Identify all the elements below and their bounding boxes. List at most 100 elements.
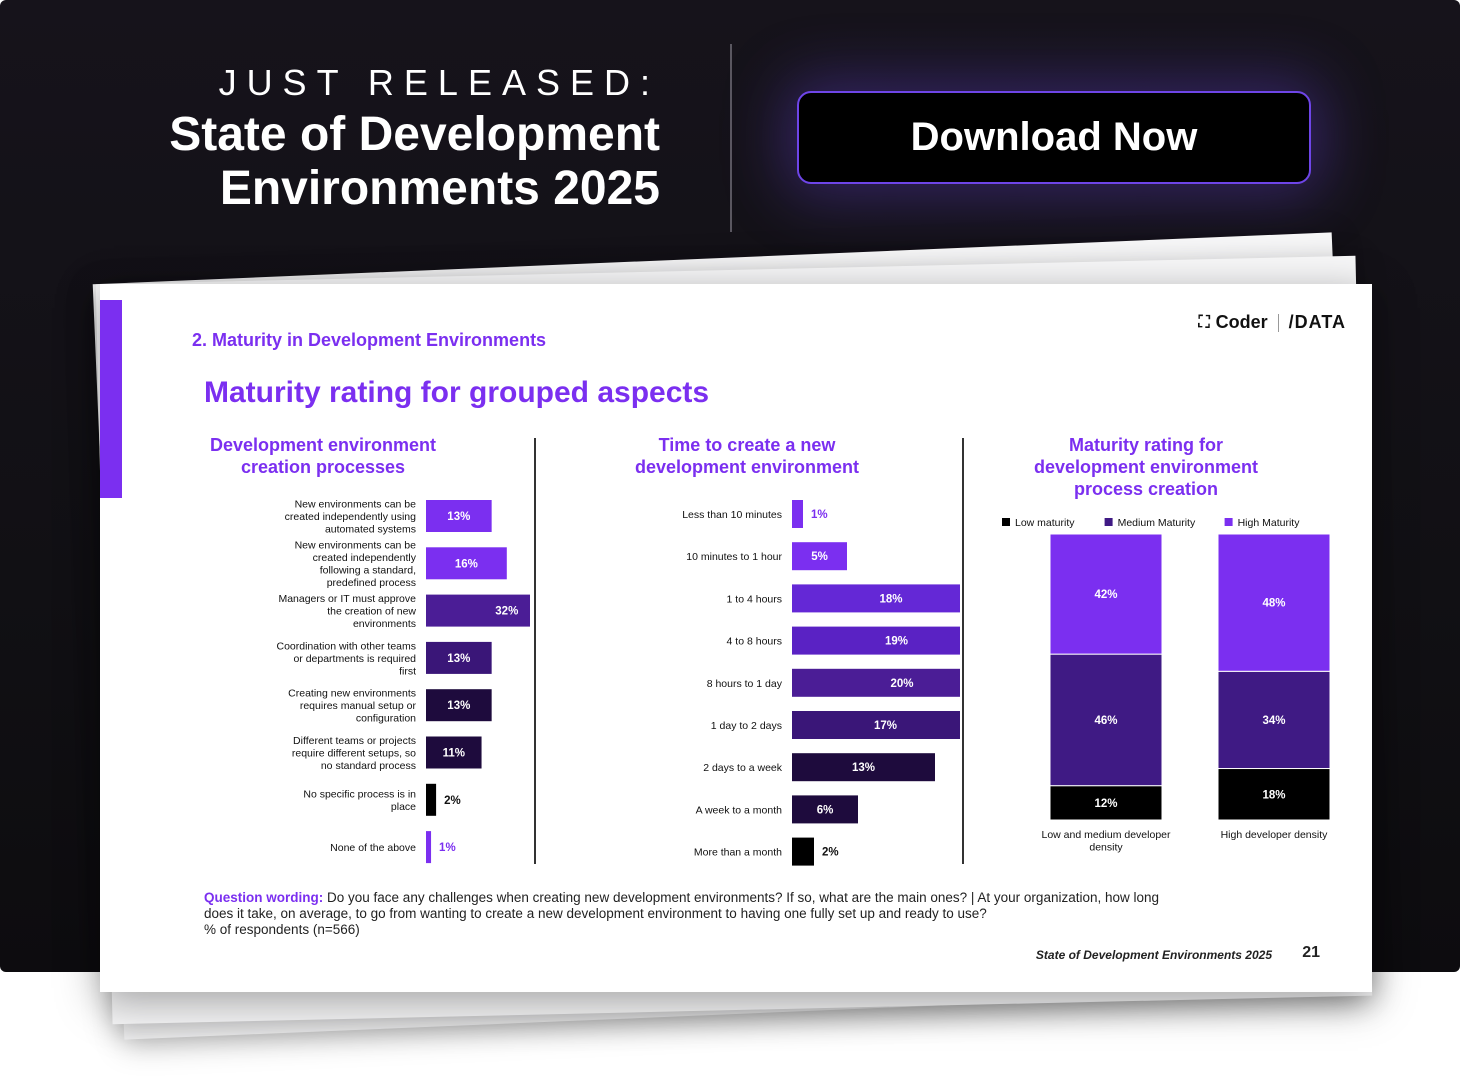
data-label: 12% [1094, 798, 1117, 810]
footer-title: State of Development Environments 2025 [1035, 948, 1272, 962]
data-logo-text: /DATA [1288, 312, 1346, 332]
panel-1-title: Development environment creation process… [209, 435, 437, 477]
data-label: 6% [817, 804, 834, 816]
accent-bar [100, 300, 122, 498]
category-label: following a standard, [320, 565, 416, 577]
bar [792, 626, 960, 655]
coder-logo-icon: ⛶ [1198, 313, 1210, 331]
stacked-segment [1217, 670, 1331, 770]
category-label: 2 days to a week [703, 762, 783, 774]
category-label: No specific process is in [303, 789, 416, 801]
bar [792, 584, 960, 613]
data-label: 2% [444, 795, 461, 807]
data-label: 48% [1262, 598, 1285, 610]
data-label: 13% [447, 700, 470, 712]
category-label: High developer density [1221, 829, 1329, 841]
divider [730, 44, 732, 232]
category-label: automated systems [325, 524, 416, 536]
bar [792, 668, 960, 697]
report-page: 2. Maturity in Development Environments … [100, 284, 1372, 992]
question-label: Question wording: [204, 890, 324, 905]
legend-swatch [1224, 518, 1233, 526]
stacked-segment [1049, 785, 1163, 821]
category-label: predefined process [327, 577, 416, 589]
bar [792, 837, 814, 866]
headline-line-1: State of Development [169, 108, 660, 161]
bar [792, 753, 935, 782]
category-label: New environments can be [295, 540, 417, 552]
category-label: require different setups, so [292, 748, 416, 760]
data-label: 16% [455, 558, 478, 570]
data-label: 42% [1094, 589, 1117, 601]
download-now-button[interactable]: Download Now [797, 91, 1311, 184]
bar [426, 594, 530, 627]
bar [426, 689, 492, 722]
category-label: no standard process [321, 760, 416, 772]
category-label: requires manual setup or [300, 700, 417, 712]
data-label: 1% [439, 842, 456, 854]
headline: State of Development Environments 2025 [100, 108, 660, 216]
category-label: New environments can be [295, 499, 417, 511]
category-label: Managers or IT must approve [278, 593, 416, 605]
data-label: 2% [822, 847, 839, 859]
bar [426, 500, 492, 532]
bar [792, 542, 847, 571]
logo-separator [1277, 313, 1279, 332]
category-label: None of the above [330, 842, 416, 854]
category-label: or departments is required [293, 653, 416, 665]
category-label: Creating new environments [288, 688, 416, 700]
legend-label: Medium Maturity [1118, 517, 1196, 529]
category-label: density [1089, 842, 1123, 854]
category-label: Low and medium developer [1042, 829, 1171, 841]
data-label: 18% [1262, 789, 1285, 801]
category-label: Different teams or projects [293, 735, 416, 747]
category-label: first [399, 665, 416, 677]
legend-label: Low maturity [1015, 517, 1075, 529]
data-label: 18% [879, 593, 902, 605]
question-wording: Question wording: Do you face any challe… [204, 890, 1164, 938]
stacked-segment [1217, 768, 1331, 821]
bar [792, 500, 803, 528]
category-label: the creation of new [327, 606, 416, 618]
legend-swatch [1002, 518, 1010, 526]
category-label: created independently [313, 552, 417, 564]
data-label: 20% [890, 678, 913, 690]
category-label: Less than 10 minutes [682, 509, 782, 521]
data-label: 17% [874, 720, 897, 732]
category-label: configuration [356, 713, 416, 725]
coder-logo-text: Coder [1215, 312, 1268, 332]
chart-time-to-create: Less than 10 minutes 1% 10 minutes to 1 ho… [682, 500, 960, 866]
data-label: 19% [885, 636, 908, 648]
bar [426, 831, 432, 864]
data-label: 34% [1262, 715, 1285, 727]
panel-divider-1 [534, 438, 536, 864]
data-label: 13% [447, 653, 470, 665]
panel-3-title: Maturity rating for development environm… [1033, 435, 1259, 499]
question-text: Do you face any challenges when creating… [204, 890, 1160, 921]
category-label: A week to a month [696, 804, 783, 816]
bar [426, 736, 482, 769]
category-label: 1 to 4 hours [727, 593, 782, 605]
panel-2-title: Time to create a new development environ… [634, 435, 860, 477]
data-label: 13% [447, 511, 470, 523]
data-label: 11% [443, 748, 465, 760]
eyebrow-text: JUST RELEASED: [218, 62, 660, 103]
stacked-segment [1049, 533, 1163, 655]
category-label: 1 day to 2 days [711, 720, 782, 732]
slide-title: Maturity rating for grouped aspects [204, 376, 710, 409]
chart-maturity-density: Low maturity Medium Maturity High Maturity… [1002, 517, 1331, 854]
headline-line-2: Environments 2025 [219, 162, 660, 215]
bar [426, 783, 437, 816]
category-label: More than a month [694, 847, 782, 859]
section-heading: 2. Maturity in Development Environments [192, 330, 547, 350]
page-number: 21 [1302, 944, 1320, 961]
category-label: place [391, 801, 416, 813]
category-label: 8 hours to 1 day [707, 678, 783, 690]
panel-divider-2 [962, 438, 964, 864]
data-label: 32% [495, 606, 518, 618]
data-label: 13% [852, 762, 875, 774]
stacked-segment [1217, 533, 1331, 672]
bar [792, 711, 960, 739]
category-label: environments [353, 618, 416, 630]
